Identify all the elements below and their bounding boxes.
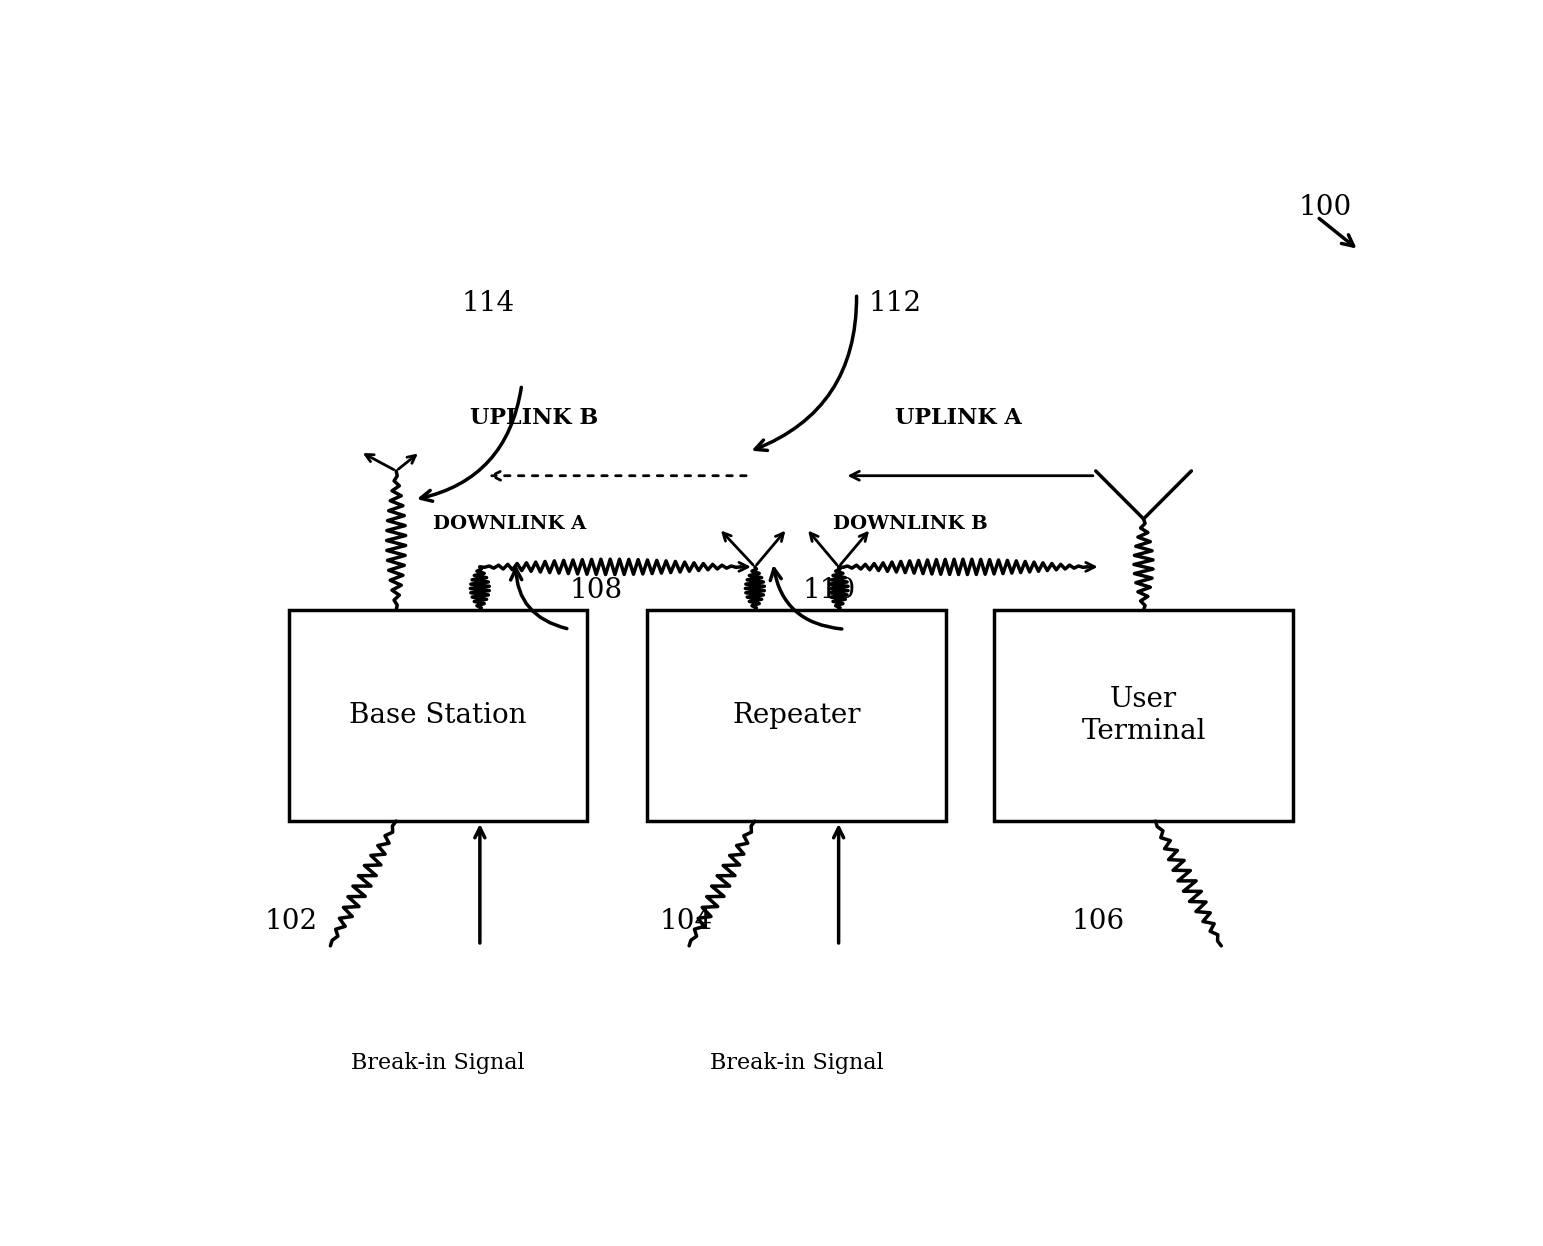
- Text: User
Terminal: User Terminal: [1082, 687, 1205, 745]
- Bar: [289, 611, 588, 821]
- Text: 110: 110: [802, 577, 856, 604]
- Text: Break-in Signal: Break-in Signal: [710, 1052, 884, 1074]
- Text: 112: 112: [869, 289, 921, 316]
- Text: 114: 114: [461, 289, 515, 316]
- Text: 106: 106: [1072, 908, 1125, 936]
- Text: UPLINK A: UPLINK A: [895, 407, 1021, 429]
- Text: 102: 102: [265, 908, 318, 936]
- Text: DOWNLINK A: DOWNLINK A: [434, 515, 586, 533]
- Text: 104: 104: [659, 908, 713, 936]
- Text: 108: 108: [569, 577, 623, 604]
- Text: Repeater: Repeater: [733, 701, 861, 729]
- Text: Break-in Signal: Break-in Signal: [352, 1052, 525, 1074]
- Text: DOWNLINK B: DOWNLINK B: [833, 515, 988, 533]
- Bar: [648, 611, 946, 821]
- Text: Base Station: Base Station: [349, 701, 526, 729]
- Text: UPLINK B: UPLINK B: [469, 407, 597, 429]
- Bar: [994, 611, 1293, 821]
- Text: 100: 100: [1299, 193, 1352, 221]
